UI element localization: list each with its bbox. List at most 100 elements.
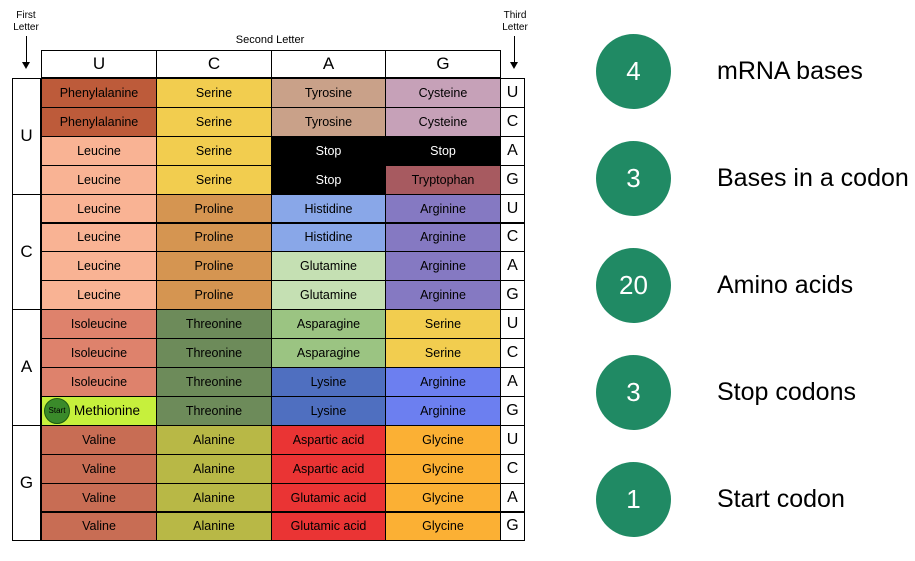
- codon-cell: Proline: [156, 251, 272, 282]
- second-letter-label: Second Letter: [235, 34, 305, 46]
- codon-cell: Leucine: [41, 135, 157, 166]
- codon-cell: Serine: [385, 338, 501, 368]
- codon-cell: Threonine: [156, 309, 272, 340]
- third-letter-cell: A: [500, 482, 525, 513]
- third-letter-label: Third Letter: [502, 10, 528, 33]
- codon-cell: Serine: [156, 164, 272, 195]
- second-letter-header-a: A: [271, 50, 386, 78]
- codon-cell: Glutamine: [271, 280, 386, 311]
- codon-cell: Glycine: [385, 511, 501, 542]
- codon-cell: Stop: [271, 135, 386, 166]
- stat-value-circle: 3: [596, 355, 671, 430]
- codon-cell: Glycine: [385, 453, 501, 484]
- codon-cell: Valine: [41, 424, 157, 455]
- codon-cell: Arginine: [385, 367, 501, 397]
- codon-cell: Tyrosine: [271, 78, 386, 108]
- codon-cell: Threonine: [156, 395, 272, 426]
- codon-cell: Leucine: [41, 251, 157, 282]
- codon-cell: Stop: [271, 164, 386, 195]
- third-letter-cell: A: [500, 135, 525, 166]
- third-letter-arrow: [514, 36, 515, 62]
- third-letter-cell: C: [500, 338, 525, 368]
- codon-cell: Lysine: [271, 395, 386, 426]
- second-letter-header-g: G: [385, 50, 501, 78]
- third-letter-cell: A: [500, 251, 525, 282]
- codon-cell: Isoleucine: [41, 367, 157, 397]
- third-letter-cell: C: [500, 222, 525, 253]
- codon-cell: Alanine: [156, 453, 272, 484]
- codon-cell: Alanine: [156, 482, 272, 513]
- codon-cell: Arginine: [385, 193, 501, 224]
- codon-cell: Start Methionine: [41, 395, 157, 426]
- third-letter-cell: U: [500, 309, 525, 340]
- codon-cell: Isoleucine: [41, 338, 157, 368]
- stat-label: Stop codons: [717, 378, 856, 406]
- codon-cell: Cysteine: [385, 106, 501, 137]
- codon-cell: Glutamic acid: [271, 482, 386, 513]
- codon-cell: Arginine: [385, 280, 501, 311]
- codon-cell: Isoleucine: [41, 309, 157, 340]
- first-letter-arrowhead: [22, 62, 30, 69]
- codon-cell: Serine: [156, 78, 272, 108]
- third-letter-cell: U: [500, 78, 525, 108]
- codon-cell: Asparagine: [271, 309, 386, 340]
- codon-cell: Aspartic acid: [271, 424, 386, 455]
- codon-cell: Proline: [156, 222, 272, 253]
- first-letter-g: G: [12, 424, 41, 542]
- second-letter-header-c: C: [156, 50, 272, 78]
- second-letter-header-u: U: [41, 50, 157, 78]
- third-letter-cell: U: [500, 193, 525, 224]
- codon-cell: Lysine: [271, 367, 386, 397]
- codon-cell: Alanine: [156, 424, 272, 455]
- codon-cell: Serine: [385, 309, 501, 340]
- first-letter-c: C: [12, 193, 41, 311]
- third-letter-cell: G: [500, 511, 525, 542]
- stat-value-circle: 4: [596, 34, 671, 109]
- stat-value-circle: 3: [596, 141, 671, 216]
- codon-cell: Valine: [41, 453, 157, 484]
- codon-cell: Asparagine: [271, 338, 386, 368]
- codon-cell: Valine: [41, 511, 157, 542]
- stat-value-circle: 20: [596, 248, 671, 323]
- stat-label: Start codon: [717, 485, 845, 513]
- codon-cell: Aspartic acid: [271, 453, 386, 484]
- codon-cell: Histidine: [271, 222, 386, 253]
- third-letter-cell: G: [500, 164, 525, 195]
- stat-label: mRNA bases: [717, 57, 863, 85]
- codon-cell: Valine: [41, 482, 157, 513]
- stat-label: Bases in a codon: [717, 164, 909, 192]
- third-letter-arrowhead: [510, 62, 518, 69]
- first-letter-a: A: [12, 309, 41, 426]
- codon-cell: Alanine: [156, 511, 272, 542]
- codon-cell: Glutamic acid: [271, 511, 386, 542]
- codon-cell: Glycine: [385, 424, 501, 455]
- codon-cell: Leucine: [41, 193, 157, 224]
- codon-cell: Threonine: [156, 338, 272, 368]
- start-badge: Start: [44, 397, 70, 424]
- codon-cell: Leucine: [41, 222, 157, 253]
- third-letter-cell: A: [500, 367, 525, 397]
- codon-cell: Leucine: [41, 280, 157, 311]
- codon-cell: Serine: [156, 106, 272, 137]
- codon-cell: Stop: [385, 135, 501, 166]
- codon-cell: Arginine: [385, 395, 501, 426]
- codon-cell: Serine: [156, 135, 272, 166]
- codon-cell: Proline: [156, 280, 272, 311]
- codon-cell: Tyrosine: [271, 106, 386, 137]
- codon-cell: Leucine: [41, 164, 157, 195]
- codon-cell-label: Methionine: [74, 403, 141, 419]
- stat-value-circle: 1: [596, 462, 671, 537]
- codon-cell: Histidine: [271, 193, 386, 224]
- codon-cell: Proline: [156, 193, 272, 224]
- third-letter-cell: C: [500, 106, 525, 137]
- stat-label: Amino acids: [717, 271, 854, 299]
- codon-cell: Cysteine: [385, 78, 501, 108]
- codon-cell: Tryptophan: [385, 164, 501, 195]
- codon-cell: Arginine: [385, 251, 501, 282]
- codon-cell: Glycine: [385, 482, 501, 513]
- third-letter-cell: U: [500, 424, 525, 455]
- third-letter-cell: G: [500, 395, 525, 426]
- first-letter-arrow: [26, 36, 27, 62]
- codon-cell: Phenylalanine: [41, 78, 157, 108]
- third-letter-cell: C: [500, 453, 525, 484]
